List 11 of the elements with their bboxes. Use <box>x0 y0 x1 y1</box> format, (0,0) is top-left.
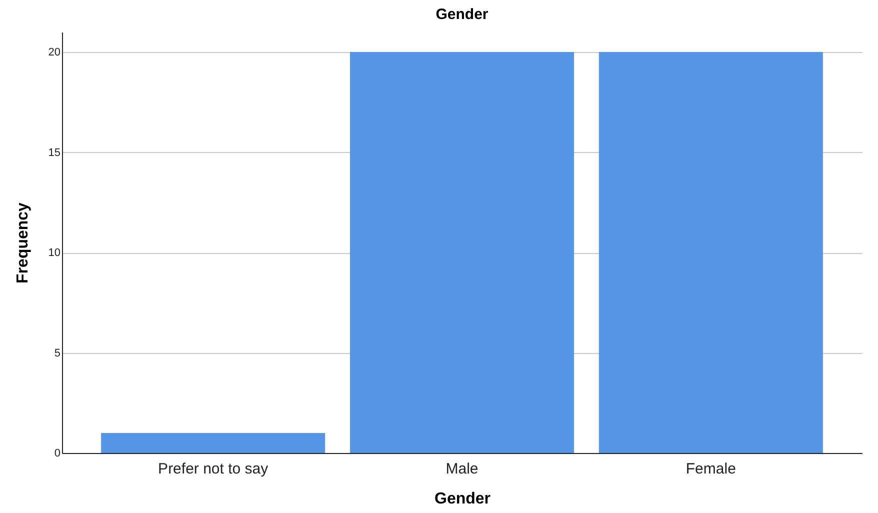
y-tick-label: 20 <box>48 46 60 59</box>
y-tick-label: 10 <box>48 247 60 260</box>
y-tick-label: 15 <box>48 146 60 159</box>
chart-title: Gender <box>436 6 488 23</box>
x-tick-label: Prefer not to say <box>158 460 269 478</box>
x-tick-label: Male <box>446 460 478 478</box>
y-tick-label: 0 <box>54 448 60 460</box>
y-axis-title: Frequency <box>14 202 32 284</box>
y-tick-label: 5 <box>54 347 60 360</box>
x-tick-label: Female <box>686 460 736 478</box>
x-axis-title: Gender <box>434 490 491 508</box>
